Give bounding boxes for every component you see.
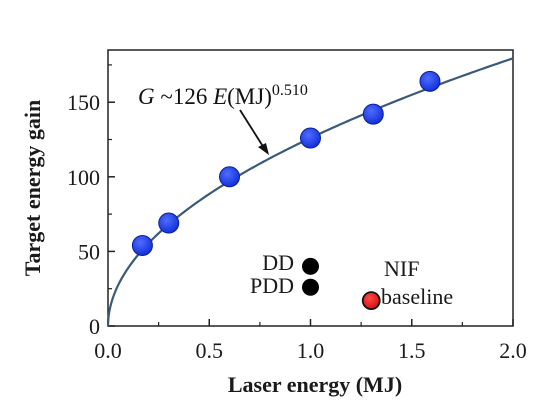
x-axis-ticks: 0.0 0.5 1.0 1.5 2.0 xyxy=(94,319,527,363)
x-tick-label: 2.0 xyxy=(499,338,527,363)
y-axis-ticks: 0 50 100 150 xyxy=(67,64,115,339)
y-axis-label: Target energy gain xyxy=(20,100,45,276)
gain-point xyxy=(131,234,153,256)
dd-point xyxy=(302,257,319,275)
gain-point xyxy=(300,127,321,149)
baseline-label: baseline xyxy=(381,284,453,309)
fit-formula: G ~126 E(MJ)0.510 xyxy=(138,82,308,109)
y-tick-label: 100 xyxy=(67,165,100,190)
pdd-point xyxy=(302,278,319,296)
data-markers xyxy=(131,70,441,311)
x-tick-label: 1.5 xyxy=(398,338,426,363)
gain-point xyxy=(158,212,180,234)
gain-point xyxy=(219,166,240,188)
nif-label: NIF xyxy=(384,256,419,281)
formula-exponent: 0.510 xyxy=(272,82,308,99)
fit-curve xyxy=(106,57,514,327)
formula-arrow-head xyxy=(258,143,269,155)
x-tick-label: 0.5 xyxy=(196,338,224,363)
formula-symbol-g: G xyxy=(138,84,155,109)
dd-label: DD xyxy=(262,250,294,275)
gain-point xyxy=(419,70,441,92)
formula-symbol-e: E xyxy=(212,84,227,109)
x-tick-label: 1.0 xyxy=(297,338,325,363)
x-tick-label: 0.0 xyxy=(94,338,122,363)
y-tick-label: 0 xyxy=(89,314,100,339)
formula-coefficient: ~126 xyxy=(155,84,213,109)
y-tick-label: 50 xyxy=(78,239,100,264)
y-tick-label: 150 xyxy=(67,90,100,115)
pdd-label: PDD xyxy=(250,273,294,298)
formula-arrow xyxy=(239,109,265,149)
gain-point xyxy=(362,103,384,125)
formula-unit: (MJ) xyxy=(227,84,272,109)
nif-baseline-point xyxy=(361,291,381,311)
x-axis-label: Laser energy (MJ) xyxy=(228,372,402,397)
